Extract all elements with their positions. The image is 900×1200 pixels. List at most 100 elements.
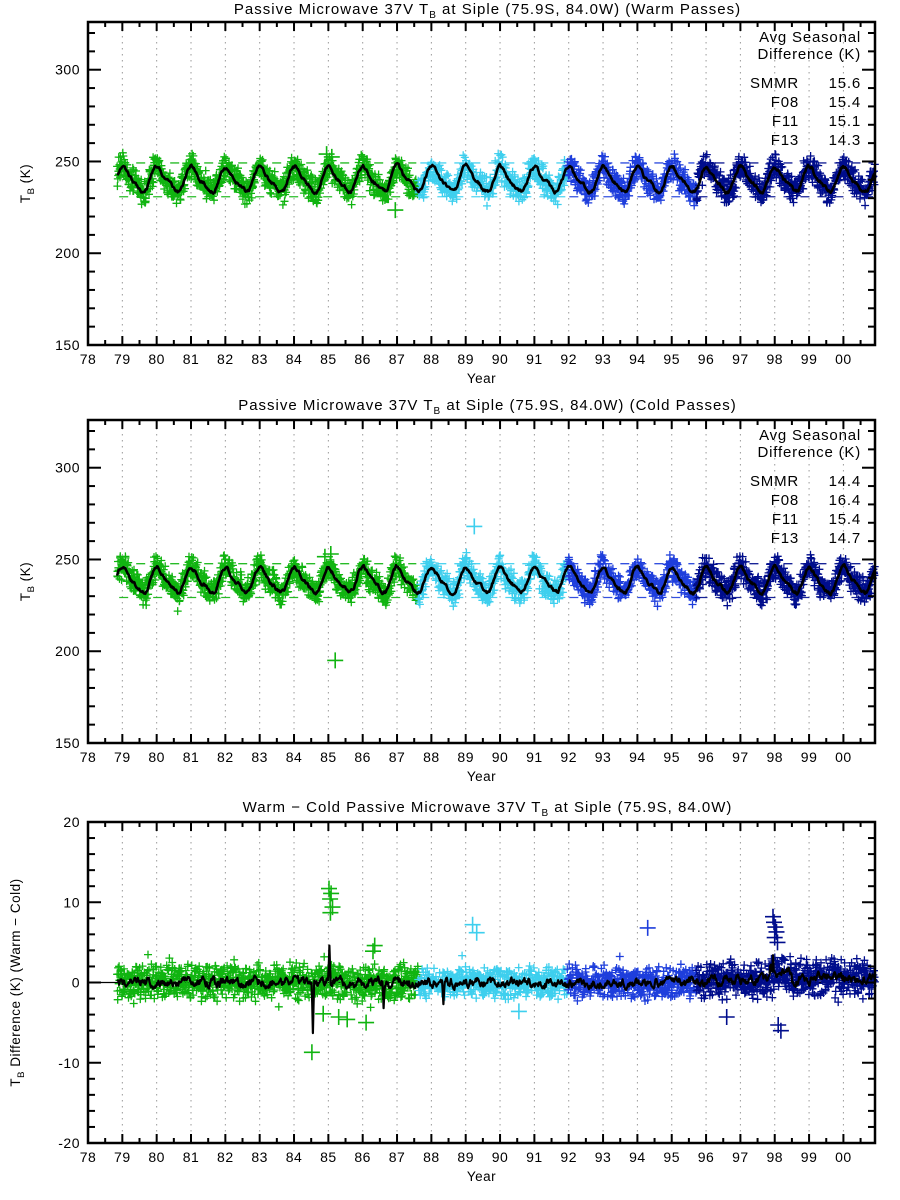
y-tick-label: 200 (55, 643, 80, 659)
plot-box (86, 20, 877, 347)
outliers-SMMR (318, 146, 404, 219)
x-tick-label: 80 (148, 1149, 165, 1165)
x-tick-label: 97 (732, 749, 749, 765)
y-tick-label: 300 (55, 460, 80, 476)
x-tick-label: 96 (698, 749, 715, 765)
outliers-F08 (464, 916, 527, 1020)
legend-satellite-name: F08 (771, 94, 799, 111)
x-tick-label: 95 (663, 351, 680, 367)
scatter-points (113, 148, 879, 210)
x-tick-label: 97 (732, 1149, 749, 1165)
x-tick-labels: 78 79 80 81 82 83 84 85 86 87 88 89 90 91 92 93 94 95 96 97… (80, 1149, 851, 1165)
x-tick-label: 80 (148, 351, 165, 367)
x-tick-label: 88 (423, 1149, 440, 1165)
y-tick-label: 250 (55, 153, 80, 169)
x-tick-label: 81 (183, 749, 200, 765)
x-tick-label: 00 (835, 351, 852, 367)
x-tick-label: 82 (217, 1149, 234, 1165)
legend-satellite-name: F13 (771, 132, 799, 149)
x-tick-label: 91 (526, 1149, 543, 1165)
x-tick-label: 91 (526, 351, 543, 367)
legend-satellite-value: 14.4 (829, 473, 861, 490)
y-tick-label: -20 (58, 1135, 80, 1151)
x-tick-label: 00 (835, 749, 852, 765)
axis-ticks (87, 420, 875, 744)
scatter-points (113, 548, 879, 616)
legend-satellite-value: 16.4 (829, 492, 861, 509)
x-tick-label: 89 (457, 1149, 474, 1165)
mean-line (115, 563, 876, 597)
axis-ticks (87, 22, 875, 346)
y-tick-label: 20 (63, 814, 80, 830)
legend-header: Avg Seasonal (759, 29, 861, 46)
legend-header: Avg Seasonal (759, 427, 861, 444)
x-tick-label: 90 (492, 749, 509, 765)
seasonal-envelope-dashes (119, 563, 873, 599)
y-tick-label: 300 (55, 62, 80, 78)
x-tick-label: 93 (595, 351, 612, 367)
legend-satellite-name: F11 (772, 511, 799, 528)
x-tick-label: 83 (251, 351, 268, 367)
x-tick-label: 85 (320, 1149, 337, 1165)
y-tick-label: -10 (58, 1055, 80, 1071)
legend-satellite-name: F08 (771, 492, 799, 509)
panel-title: Passive Microwave 37V TB at Siple (75.9S… (234, 1, 741, 21)
x-tick-label: 86 (354, 351, 371, 367)
y-tick-label: 250 (55, 551, 80, 567)
x-tick-label: 88 (423, 351, 440, 367)
x-tick-label: 96 (698, 1149, 715, 1165)
legend-satellite-value: 14.3 (829, 132, 861, 149)
x-tick-label: 84 (286, 351, 303, 367)
x-axis-title: Year (467, 1169, 496, 1184)
panel-cold-passes: 150 200 250 300 78 79 80 81 82 83 84 85 86 87 88 89 90 91… (0, 398, 900, 798)
x-tick-label: 79 (114, 1149, 131, 1165)
x-tick-label: 78 (80, 749, 97, 765)
x-tick-label: 98 (766, 1149, 783, 1165)
x-tick-label: 78 (80, 1149, 97, 1165)
outliers-SMMR (303, 880, 383, 1061)
x-tick-label: 94 (629, 1149, 646, 1165)
chart-warm-passes: 150 200 250 300 78 79 80 81 82 83 84 85 86 87 88 89 90 91… (18, 1, 879, 386)
x-tick-label: 87 (389, 1149, 406, 1165)
x-tick-label: 90 (492, 1149, 509, 1165)
legend-satellite-name: SMMR (750, 473, 799, 490)
x-tick-label: 92 (560, 1149, 577, 1165)
x-tick-label: 98 (766, 749, 783, 765)
chart-warm-minus-cold: -20 -10 0 10 20 78 79 80 81 82 83 84 85 86 87 88 89 90 91 9… (8, 799, 879, 1184)
panel-title: Warm − Cold Passive Microwave 37V TB at … (243, 799, 733, 819)
legend-satellite-value: 15.4 (829, 511, 861, 528)
x-tick-label: 98 (766, 351, 783, 367)
plot-box (86, 418, 877, 745)
x-tick-label: 97 (732, 351, 749, 367)
x-tick-label: 83 (251, 749, 268, 765)
x-gridlines (121, 824, 844, 1141)
outlier-points (316, 518, 483, 669)
x-tick-label: 88 (423, 749, 440, 765)
x-tick-label: 96 (698, 351, 715, 367)
x-tick-label: 81 (183, 351, 200, 367)
scatter-F08 (414, 548, 572, 611)
mean-line (116, 162, 876, 195)
x-tick-label: 84 (286, 749, 303, 765)
x-tick-label: 94 (629, 351, 646, 367)
x-tick-label: 89 (457, 351, 474, 367)
mean-line (116, 944, 876, 1035)
x-tick-label: 85 (320, 351, 337, 367)
legend-satellite-value: 15.6 (829, 75, 861, 92)
x-tick-label: 85 (320, 749, 337, 765)
panel-title: Passive Microwave 37V TB at Siple (75.9S… (238, 398, 737, 417)
x-tick-labels: 78 79 80 81 82 83 84 85 86 87 88 89 90 91 92 93 94 95 96 97… (80, 749, 852, 765)
outlier-points (303, 880, 789, 1061)
legend-satellite-value: 14.7 (829, 530, 861, 547)
x-tick-label: 81 (183, 1149, 200, 1165)
x-tick-label: 79 (114, 749, 131, 765)
x-tick-label: 99 (801, 351, 818, 367)
y-tick-labels: 150 200 250 300 (55, 460, 80, 751)
outlier-points (318, 146, 404, 219)
panel-warm-minus-cold: -20 -10 0 10 20 78 79 80 81 82 83 84 85 86 87 88 89 90 91 9… (0, 798, 900, 1200)
x-tick-label: 78 (80, 351, 97, 367)
legend-satellite-name: SMMR (750, 75, 799, 92)
panel-warm-passes: 150 200 250 300 78 79 80 81 82 83 84 85 86 87 88 89 90 91… (0, 0, 900, 398)
